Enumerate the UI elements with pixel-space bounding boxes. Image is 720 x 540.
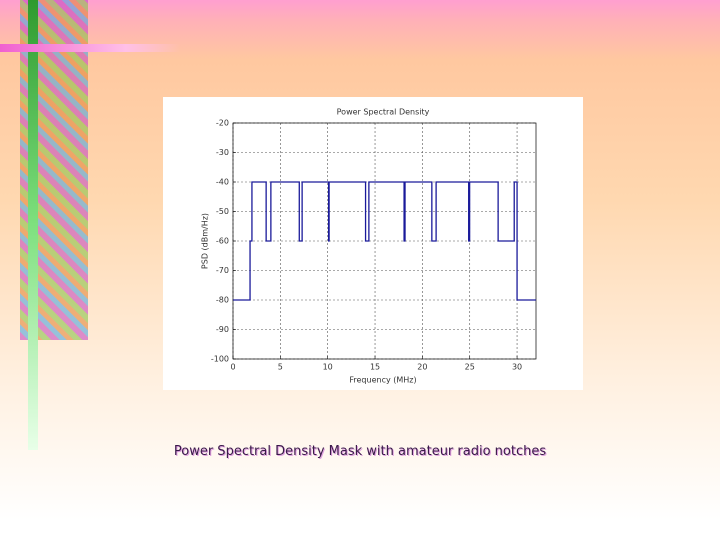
y-tick-label: -90 <box>216 325 229 334</box>
x-axis-label: Frequency (MHz) <box>349 376 416 385</box>
y-tick-label: -70 <box>216 266 229 275</box>
y-tick-label: -60 <box>216 237 229 246</box>
y-axis-label: PSD (dBm/Hz) <box>201 213 210 269</box>
data-line <box>233 181 536 301</box>
y-tick-label: -20 <box>216 119 229 128</box>
decoration <box>28 0 38 450</box>
x-tick-label: 5 <box>278 363 283 372</box>
x-tick-label: 20 <box>417 363 427 372</box>
y-tick-label: -50 <box>216 207 229 216</box>
chart: Power Spectral Density Frequency (MHz) P… <box>163 97 583 390</box>
caption: Power Spectral Density Mask with amateur… <box>173 444 547 459</box>
y-tick-label: -40 <box>216 178 229 187</box>
x-tick-label: 30 <box>512 363 522 372</box>
decoration <box>0 44 180 52</box>
y-tick-label: -80 <box>216 296 229 305</box>
y-tick-label: -100 <box>211 355 229 364</box>
x-tick-label: 15 <box>370 363 380 372</box>
y-tick-label: -30 <box>216 148 229 157</box>
x-tick-label: 10 <box>323 363 333 372</box>
x-tick-label: 25 <box>465 363 475 372</box>
x-tick-label: 0 <box>230 363 235 372</box>
plot-frame <box>232 122 537 360</box>
chart-title: Power Spectral Density <box>337 108 430 117</box>
